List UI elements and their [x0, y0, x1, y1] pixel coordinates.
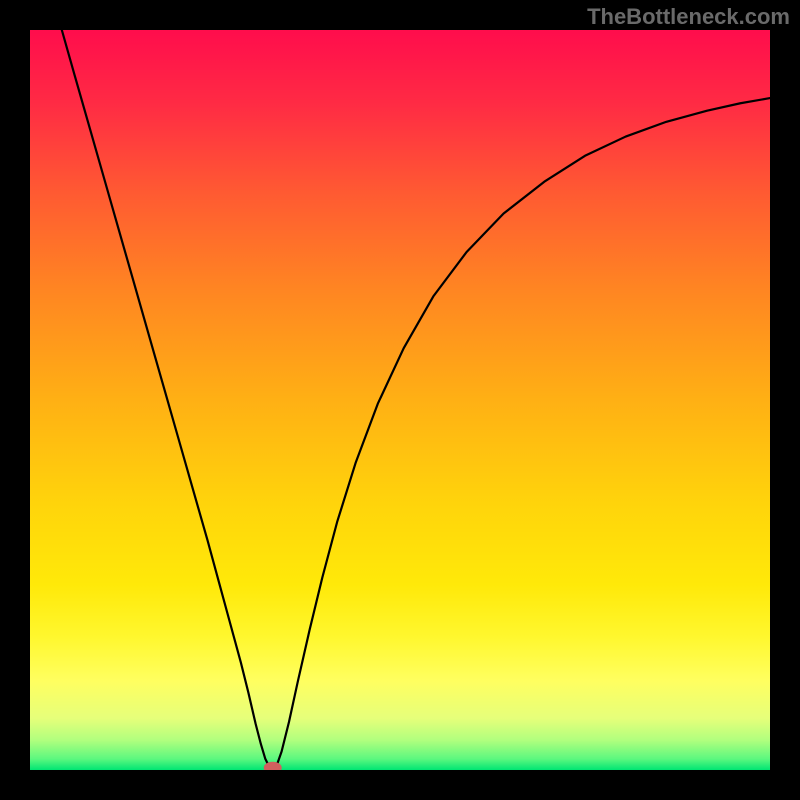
plot-background	[30, 30, 770, 770]
chart-container: TheBottleneck.com	[0, 0, 800, 800]
watermark-text: TheBottleneck.com	[587, 4, 790, 30]
bottleneck-curve-plot	[0, 0, 800, 800]
